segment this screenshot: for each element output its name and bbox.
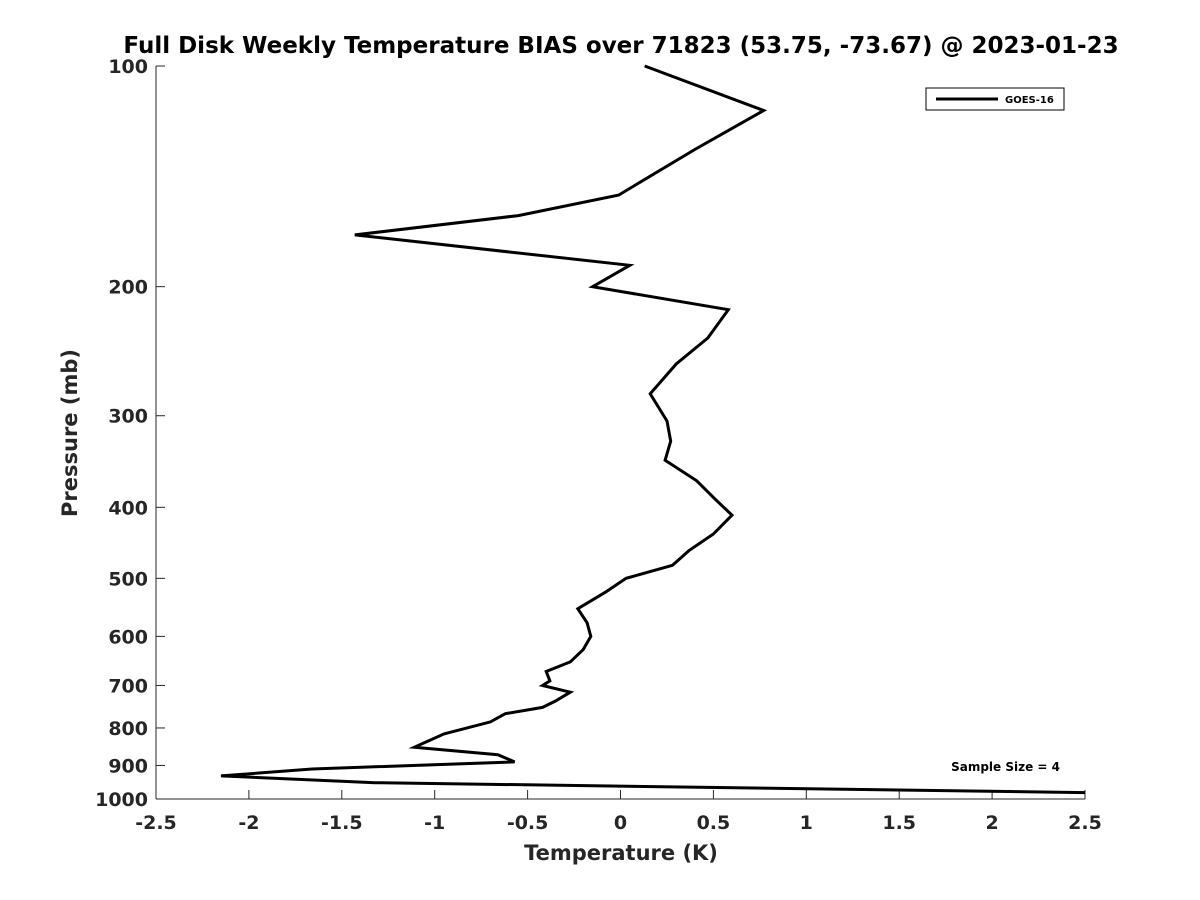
chart-title: Full Disk Weekly Temperature BIAS over 7… bbox=[123, 33, 1118, 59]
x-tick-label: -0.5 bbox=[507, 812, 549, 834]
y-tick-label: 200 bbox=[108, 277, 148, 299]
x-tick-label: 2 bbox=[985, 812, 998, 834]
y-tick-label: 400 bbox=[108, 497, 148, 519]
y-tick-label: 100 bbox=[108, 56, 148, 78]
y-tick-label: 900 bbox=[108, 755, 148, 777]
y-tick-label: 500 bbox=[108, 568, 148, 590]
y-tick-label: 600 bbox=[108, 626, 148, 648]
x-tick-label: 1 bbox=[800, 812, 813, 834]
x-axis-label: Temperature (K) bbox=[524, 841, 718, 865]
y-tick-label: 700 bbox=[108, 675, 148, 697]
series-line-goes-16 bbox=[220, 64, 1086, 795]
plot-area: -2.5 -2 -1.5 -1 -0.5 0 0.5 1 1.5 2 2.5 100 200 300 400… bbox=[95, 56, 1102, 834]
y-tick-label: 1000 bbox=[95, 789, 148, 811]
x-tick-label: 1.5 bbox=[882, 812, 916, 834]
x-tick-label: 0 bbox=[614, 812, 627, 834]
x-tick-label: -1 bbox=[424, 812, 445, 834]
x-tick-label: 0.5 bbox=[697, 812, 731, 834]
y-tick-label: 300 bbox=[108, 406, 148, 428]
y-axis-label: Pressure (mb) bbox=[58, 349, 82, 517]
x-tick-label: -1.5 bbox=[321, 812, 363, 834]
x-tick-label: -2.5 bbox=[135, 812, 177, 834]
y-tick-label: 800 bbox=[108, 718, 148, 740]
legend-label-goes-16: GOES-16 bbox=[1005, 95, 1054, 106]
x-tick-label: -2 bbox=[238, 812, 259, 834]
sample-size-annotation: Sample Size = 4 bbox=[951, 760, 1060, 774]
legend: GOES-16 bbox=[925, 87, 1065, 111]
x-tick-label: 2.5 bbox=[1068, 812, 1102, 834]
